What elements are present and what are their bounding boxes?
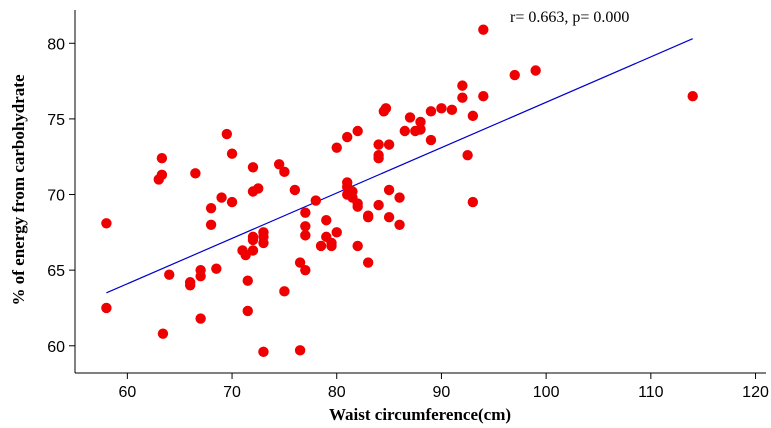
data-point [352, 240, 363, 252]
data-point [247, 245, 259, 256]
data-point [101, 218, 112, 229]
data-point [352, 125, 363, 137]
data-point [216, 192, 227, 203]
x-ticks: 60 70 80 90 100 110 120 [118, 373, 769, 401]
data-point [467, 196, 479, 208]
data-point [289, 184, 301, 196]
data-points [101, 24, 698, 358]
data-point [467, 110, 479, 122]
data-point [300, 207, 311, 218]
data-point [156, 169, 168, 181]
y-tick-label: 75 [47, 112, 65, 129]
data-point [425, 134, 437, 146]
data-point [457, 80, 468, 91]
data-point [362, 212, 374, 223]
data-point [331, 142, 342, 153]
data-point [373, 139, 384, 150]
fit-line-group [106, 38, 693, 294]
data-point [221, 128, 233, 140]
data-point [383, 139, 395, 150]
data-point [446, 104, 458, 116]
data-point [462, 150, 473, 161]
data-point [373, 150, 384, 161]
data-point [326, 240, 337, 252]
y-tick-label: 80 [47, 36, 65, 53]
y-axis-title: % of energy from carbohydrate [9, 74, 28, 305]
data-point [205, 219, 217, 230]
x-tick-label: 60 [118, 384, 136, 401]
data-point [530, 65, 541, 76]
data-point [331, 227, 342, 238]
data-point [279, 286, 290, 297]
data-point [509, 69, 520, 81]
regression-line [106, 38, 693, 294]
data-point [253, 183, 264, 194]
data-point [457, 92, 468, 103]
x-axis-title: Waist circumference(cm) [329, 405, 511, 424]
data-point [247, 231, 259, 243]
data-point [415, 116, 426, 128]
data-point [247, 162, 259, 173]
data-point [383, 212, 395, 223]
data-point [195, 271, 206, 282]
x-tick-label: 90 [433, 384, 451, 401]
data-point [399, 125, 410, 137]
data-point [404, 112, 416, 123]
data-point [394, 192, 405, 203]
data-point [258, 346, 269, 358]
data-point [425, 106, 437, 117]
data-point [478, 24, 489, 35]
y-tick-label: 65 [47, 263, 65, 280]
data-point [195, 313, 206, 324]
data-point [211, 263, 222, 274]
data-point [242, 305, 253, 317]
data-point [300, 221, 311, 232]
data-point [294, 257, 306, 268]
x-tick-label: 120 [742, 384, 769, 401]
data-point [321, 215, 332, 226]
data-point [279, 166, 290, 178]
data-point [380, 103, 392, 114]
data-point [347, 186, 358, 197]
x-tick-label: 70 [223, 384, 241, 401]
data-point [687, 91, 698, 102]
data-point [315, 240, 327, 252]
data-point [300, 230, 311, 241]
data-point [352, 198, 363, 209]
x-tick-label: 100 [533, 384, 560, 401]
data-point [310, 195, 322, 206]
x-tick-label: 110 [638, 384, 664, 401]
axes [74, 10, 766, 374]
data-point [362, 257, 374, 268]
data-point [242, 275, 253, 286]
data-point [190, 168, 201, 179]
y-tick-label: 70 [47, 188, 65, 205]
data-point [300, 264, 311, 276]
x-tick-label: 80 [328, 384, 346, 401]
data-point [164, 269, 175, 280]
data-point [205, 202, 217, 214]
data-point [226, 148, 238, 159]
data-point [342, 131, 353, 143]
y-tick-label: 60 [47, 339, 65, 356]
data-point [415, 124, 426, 135]
correlation-annotation: r= 0.663, p= 0.000 [510, 9, 629, 26]
data-point [101, 302, 112, 314]
data-point [273, 159, 285, 170]
data-point [156, 153, 168, 164]
data-point [184, 277, 196, 288]
data-point [294, 345, 306, 356]
data-point [226, 196, 238, 208]
y-ticks: 60 65 70 75 80 [47, 36, 75, 356]
data-point [394, 219, 405, 230]
data-point [478, 91, 489, 102]
data-point [383, 184, 395, 196]
data-point [373, 199, 384, 211]
data-point [258, 237, 269, 249]
data-point [157, 328, 169, 339]
data-point [436, 103, 447, 114]
